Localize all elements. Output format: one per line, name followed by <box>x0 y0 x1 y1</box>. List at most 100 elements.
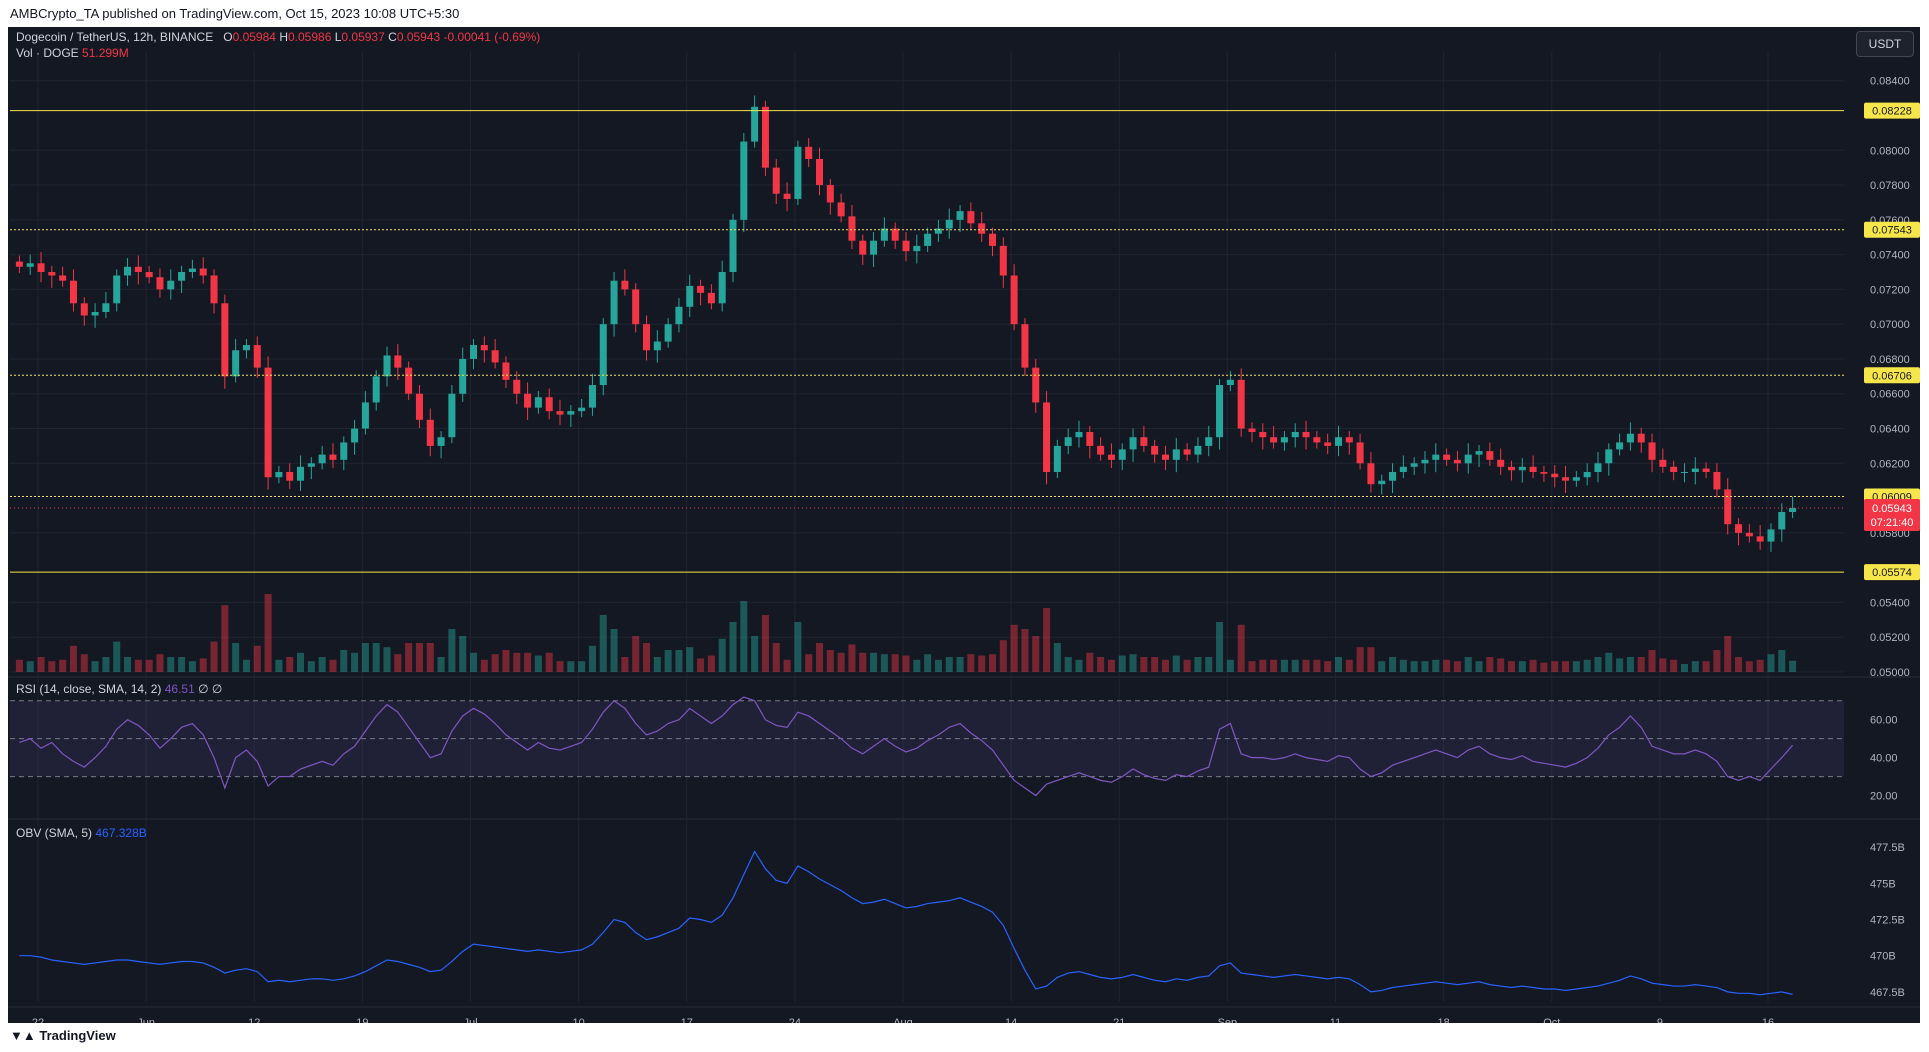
candle-body[interactable] <box>1659 459 1667 467</box>
candle-body[interactable] <box>1594 463 1602 472</box>
candle-body[interactable] <box>1648 442 1656 460</box>
candle-body[interactable] <box>26 263 34 267</box>
candle-body[interactable] <box>967 211 975 224</box>
candle-body[interactable] <box>664 324 672 342</box>
candle-body[interactable] <box>837 202 845 217</box>
candle-body[interactable] <box>1280 437 1288 443</box>
candle-body[interactable] <box>1778 512 1786 530</box>
candle-body[interactable] <box>1616 442 1624 450</box>
candle-body[interactable] <box>91 312 99 316</box>
candle-body[interactable] <box>156 277 164 290</box>
candle-body[interactable] <box>1626 433 1634 443</box>
candle-body[interactable] <box>1453 459 1461 464</box>
candle-body[interactable] <box>470 345 478 359</box>
candle-body[interactable] <box>707 292 715 304</box>
candle-body[interactable] <box>1259 432 1267 438</box>
candle-body[interactable] <box>1356 442 1364 464</box>
candle-body[interactable] <box>1378 480 1386 485</box>
candle-body[interactable] <box>221 303 229 377</box>
candle-body[interactable] <box>805 146 813 159</box>
candle-body[interactable] <box>999 245 1007 276</box>
candle-body[interactable] <box>113 275 121 304</box>
candle-body[interactable] <box>1735 524 1743 533</box>
candle-body[interactable] <box>480 345 488 351</box>
rsi-line[interactable] <box>19 696 1794 797</box>
candle-body[interactable] <box>988 233 997 246</box>
candle-body[interactable] <box>1194 445 1202 455</box>
candle-body[interactable] <box>1583 472 1591 478</box>
candle-body[interactable] <box>1713 472 1721 490</box>
candle-body[interactable] <box>1313 437 1321 443</box>
candle-body[interactable] <box>37 263 45 272</box>
candle-body[interactable] <box>978 223 986 234</box>
candle-body[interactable] <box>134 266 142 272</box>
candle-body[interactable] <box>178 272 186 281</box>
candle-body[interactable] <box>1226 379 1234 386</box>
candle-body[interactable] <box>69 280 77 304</box>
candle-body[interactable] <box>675 306 683 325</box>
candle-body[interactable] <box>394 355 402 368</box>
candle-body[interactable] <box>761 106 769 168</box>
candle-body[interactable] <box>718 272 726 304</box>
candle-body[interactable] <box>956 211 964 220</box>
candle-body[interactable] <box>1043 402 1051 472</box>
candle-body[interactable] <box>1680 472 1688 473</box>
candle-body[interactable] <box>340 442 348 460</box>
candle-body[interactable] <box>1291 432 1299 438</box>
candle-body[interactable] <box>1183 449 1191 455</box>
candle-body[interactable] <box>145 272 153 278</box>
candle-body[interactable] <box>913 245 921 252</box>
candle-body[interactable] <box>610 280 618 325</box>
candle-body[interactable] <box>794 146 802 199</box>
candle-body[interactable] <box>534 397 542 408</box>
candle-body[interactable] <box>1021 324 1029 368</box>
candle-body[interactable] <box>1443 454 1451 460</box>
candle-body[interactable] <box>1129 437 1137 450</box>
candle-body[interactable] <box>264 367 272 478</box>
candle-body[interactable] <box>1464 454 1472 464</box>
candle-body[interactable] <box>848 216 856 241</box>
candle-body[interactable] <box>924 233 932 246</box>
candle-body[interactable] <box>1097 445 1105 455</box>
candle-body[interactable] <box>859 240 867 255</box>
candle-body[interactable] <box>1216 385 1224 438</box>
candle-body[interactable] <box>588 385 596 408</box>
candle-body[interactable] <box>426 419 434 446</box>
candle-body[interactable] <box>815 158 824 186</box>
candle-body[interactable] <box>686 285 694 307</box>
obv-line[interactable] <box>19 850 1793 996</box>
candle-body[interactable] <box>1118 449 1126 460</box>
candle-body[interactable] <box>437 437 445 446</box>
candle-body[interactable] <box>632 289 640 325</box>
candle-body[interactable] <box>405 367 413 394</box>
candle-body[interactable] <box>1302 432 1310 438</box>
candle-body[interactable] <box>945 219 953 229</box>
candle-body[interactable] <box>1486 451 1494 460</box>
candle-body[interactable] <box>318 454 326 464</box>
candle-body[interactable] <box>1691 468 1699 472</box>
candle-body[interactable] <box>880 228 888 241</box>
chart-svg[interactable]: 0.084000.080000.078000.076000.074000.072… <box>8 27 1920 1023</box>
candle-body[interactable] <box>502 362 510 380</box>
candle-body[interactable] <box>1270 437 1278 443</box>
candle-body[interactable] <box>751 106 759 142</box>
candle-body[interactable] <box>1053 445 1061 472</box>
candle-body[interactable] <box>1367 463 1375 485</box>
volume-label[interactable]: Vol · DOGE <box>16 46 79 60</box>
candle-body[interactable] <box>383 355 391 377</box>
candle-body[interactable] <box>1324 442 1332 446</box>
candle-body[interactable] <box>199 268 207 276</box>
candle-body[interactable] <box>59 275 67 281</box>
candle-body[interactable] <box>232 350 240 377</box>
candle-body[interactable] <box>1399 466 1407 472</box>
candle-body[interactable] <box>1432 454 1440 460</box>
candle-body[interactable] <box>1670 466 1678 472</box>
candle-body[interactable] <box>556 411 564 415</box>
candle-body[interactable] <box>1551 473 1559 478</box>
candle-body[interactable] <box>567 411 575 415</box>
candle-body[interactable] <box>653 341 661 351</box>
candle-body[interactable] <box>1767 529 1775 542</box>
candle-body[interactable] <box>1107 454 1115 460</box>
candle-body[interactable] <box>891 228 899 241</box>
candle-body[interactable] <box>361 402 369 429</box>
